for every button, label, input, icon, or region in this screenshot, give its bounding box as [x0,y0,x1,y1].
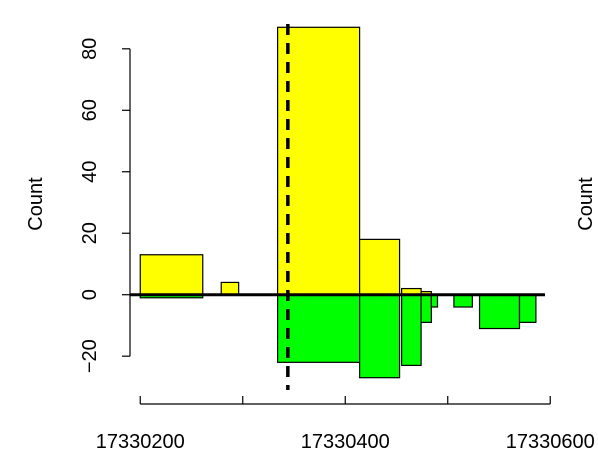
bar-s0-1 [220,281,240,296]
bar-s1-5 [430,294,439,308]
bar-s1-3 [401,294,422,367]
y-tick-label-3: 40 [79,161,101,183]
bars-layer [139,26,537,379]
y-tick-label-2: 20 [79,222,101,244]
y-tick-label-0: −20 [79,339,101,373]
axes-layer: −20 0 20 40 60 80 17330200 17330400 17330600 [79,38,595,453]
bar-s1-2 [359,294,401,379]
y-tick-label-1: 0 [79,289,101,300]
bar-s0-0 [139,254,204,296]
x-tick-label-0: 17330200 [96,431,185,453]
lines-layer [130,24,545,390]
bar-s1-7 [478,294,521,330]
y-axis-title: Count [25,177,47,231]
bar-s1-6 [453,294,473,308]
bar-s0-2 [277,26,361,296]
x-tick-label-2: 17330400 [301,431,390,453]
bar-s1-8 [518,294,537,323]
bar-s0-3 [359,238,401,296]
y-axis-title-partial-right: Count [575,177,597,231]
bar-s1-4 [420,294,432,323]
bar-s1-1 [277,294,361,363]
y-tick-label-5: 80 [79,38,101,60]
y-tick-label-4: 60 [79,99,101,121]
x-tick-label-4: 17330600 [506,431,595,453]
